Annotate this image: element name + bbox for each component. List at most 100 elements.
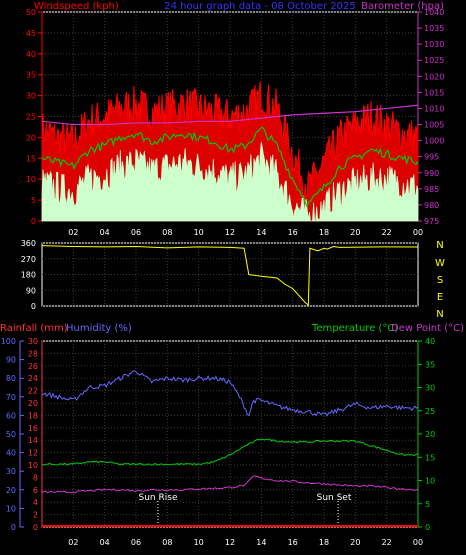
wind-x-tick-label: 06	[131, 228, 141, 237]
wind-x-tick-label: 12	[225, 228, 235, 237]
barometer-axis-tick-label: 995	[424, 153, 439, 162]
climate-x-tick-label: 20	[350, 538, 360, 547]
barometer-axis-tick-label: 1020	[424, 72, 444, 81]
sunrise-label: Sun Rise	[139, 493, 178, 503]
humidity-axis-tick-label: 60	[6, 411, 16, 420]
barometer-axis-tick-label: 990	[424, 169, 439, 178]
rainfall-axis-tick-label: 12	[28, 449, 38, 458]
barometer-axis-label: Barometer (hpa)	[361, 1, 444, 12]
temperature-axis-label: Temperature (°C)	[311, 323, 398, 334]
rainfall-axis-label: Rainfall (mm)	[0, 323, 68, 334]
rainfall-axis-tick-label: 2	[33, 511, 38, 520]
rainfall-axis-tick-label: 16	[28, 424, 38, 433]
wind-axis-tick-label: 15	[26, 154, 36, 163]
wind-axis-tick-label: 20	[26, 133, 36, 142]
rainfall-axis-tick-label: 24	[28, 374, 38, 383]
rainfall-axis-tick-label: 10	[28, 461, 38, 470]
barometer-series-line	[41, 104, 419, 126]
compass-label-4: E	[437, 292, 443, 303]
rainfall-axis-tick-label: 28	[28, 349, 38, 358]
climate-x-tick-label: 02	[68, 538, 78, 547]
temperature-axis-tick-label: 40	[425, 337, 435, 346]
wind-x-tick-label: 02	[68, 228, 78, 237]
rainfall-axis-tick-label: 14	[28, 436, 38, 445]
humidity-axis-label: Humidity (%)	[66, 323, 132, 334]
wind-x-tick-label: 10	[194, 228, 204, 237]
barometer-axis-tick-label: 980	[424, 201, 439, 210]
temperature-series-line	[41, 438, 419, 466]
barometer-axis-tick-label: 975	[424, 217, 439, 226]
humidity-axis-tick-label: 40	[6, 449, 16, 458]
humidity-axis-tick-label: 0	[11, 523, 16, 532]
direction-axis-tick-label: 90	[26, 286, 36, 295]
wind-axis-tick-label: 25	[26, 113, 36, 122]
climate-x-tick-label: 06	[131, 538, 141, 547]
barometer-axis-tick-label: 1010	[424, 104, 444, 113]
dewpoint-series-line	[41, 475, 419, 494]
direction-axis-tick-label: 270	[21, 255, 36, 264]
temperature-axis-tick-label: 30	[425, 384, 435, 393]
wind-x-tick-label: 16	[288, 228, 298, 237]
wind-axis-tick-label: 35	[26, 71, 36, 80]
climate-x-tick-label: 04	[100, 538, 110, 547]
temperature-axis-tick-label: 15	[425, 453, 435, 462]
rainfall-axis-tick-label: 20	[28, 399, 38, 408]
wind-axis-tick-label: 50	[26, 8, 36, 17]
wind-x-tick-label: 18	[319, 228, 329, 237]
humidity-axis-tick-label: 100	[1, 337, 16, 346]
wind-axis-tick-label: 45	[26, 29, 36, 38]
humidity-axis-tick-label: 10	[6, 504, 16, 513]
climate-x-tick-label: 14	[256, 538, 266, 547]
wind-axis-tick-label: 40	[26, 50, 36, 59]
temperature-axis-tick-label: 0	[425, 523, 430, 532]
windspeed-axis-label: Windspeed (kph)	[34, 1, 119, 12]
barometer-axis-tick-label: 1040	[424, 8, 444, 17]
rainfall-axis-tick-label: 4	[33, 498, 38, 507]
chart-title: 24 hour graph data - 08 October 2025	[164, 1, 355, 12]
temperature-axis-tick-label: 20	[425, 430, 435, 439]
climate-x-tick-label: 18	[319, 538, 329, 547]
wind-x-tick-label: 14	[256, 228, 266, 237]
rainfall-axis-tick-label: 30	[28, 337, 38, 346]
rainfall-axis-tick-label: 6	[33, 486, 38, 495]
humidity-axis-tick-label: 50	[6, 430, 16, 439]
humidity-axis-tick-label: 90	[6, 356, 16, 365]
wind-axis-tick-label: 5	[31, 196, 36, 205]
barometer-axis-tick-label: 1035	[424, 24, 444, 33]
humidity-axis-tick-label: 80	[6, 374, 16, 383]
direction-series-line	[41, 245, 419, 307]
climate-x-tick-label: 00	[413, 538, 423, 547]
direction-axis-tick-label: 180	[21, 271, 36, 280]
humidity-axis-tick-label: 30	[6, 467, 16, 476]
barometer-axis-tick-label: 985	[424, 185, 439, 194]
humidity-axis-tick-label: 70	[6, 393, 16, 402]
wind-x-tick-label: 04	[100, 228, 110, 237]
compass-label-5: N	[436, 309, 443, 320]
barometer-axis-tick-label: 1000	[424, 137, 444, 146]
rainfall-axis-tick-label: 18	[28, 411, 38, 420]
climate-x-tick-label: 16	[288, 538, 298, 547]
direction-axis-tick-label: 0	[31, 302, 36, 311]
compass-label-2: W	[435, 258, 445, 269]
humidity-axis-tick-label: 20	[6, 486, 16, 495]
wind-x-tick-label: 08	[162, 228, 172, 237]
climate-x-tick-label: 12	[225, 538, 235, 547]
rainfall-axis-tick-label: 26	[28, 362, 38, 371]
sunset-label: Sun Set	[317, 493, 352, 503]
direction-axis-tick-label: 360	[21, 239, 36, 248]
temperature-axis-tick-label: 35	[425, 360, 435, 369]
climate-x-tick-label: 22	[382, 538, 392, 547]
barometer-axis-tick-label: 1005	[424, 121, 444, 130]
barometer-axis-tick-label: 1015	[424, 88, 444, 97]
wind-axis-tick-label: 30	[26, 92, 36, 101]
temperature-axis-tick-label: 25	[425, 407, 435, 416]
barometer-axis-tick-label: 1025	[424, 56, 444, 65]
temperature-axis-tick-label: 5	[425, 500, 430, 509]
rainfall-axis-tick-label: 8	[33, 473, 38, 482]
climate-x-tick-label: 08	[162, 538, 172, 547]
wind-x-tick-label: 00	[413, 228, 423, 237]
barometer-axis-tick-label: 1030	[424, 40, 444, 49]
rainfall-axis-tick-label: 0	[33, 523, 38, 532]
